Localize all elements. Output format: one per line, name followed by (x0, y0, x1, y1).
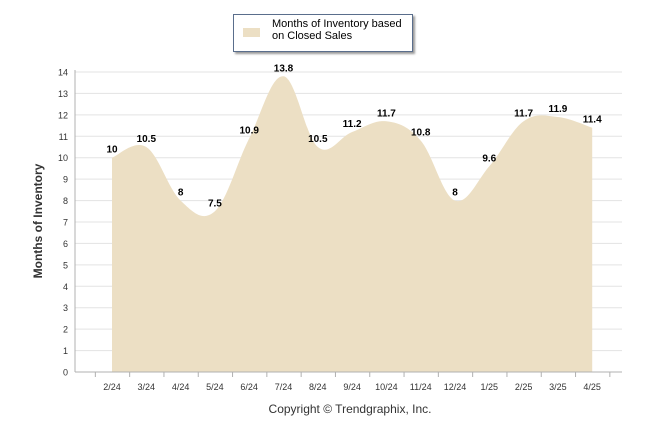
y-tick-label: 13 (58, 89, 68, 99)
copyright-credit: Copyright © Trendgraphix, Inc. (268, 402, 432, 416)
chart-legend: Months of Inventory based on Closed Sale… (233, 14, 413, 52)
y-tick-label: 2 (63, 325, 68, 335)
data-label: 9.6 (482, 153, 496, 164)
y-tick-label: 14 (58, 68, 68, 78)
x-tick-label: 8/24 (309, 382, 327, 392)
x-tick-label: 7/24 (275, 382, 293, 392)
x-tick-label: 10/24 (375, 382, 398, 392)
y-tick-label: 1 (63, 346, 68, 356)
x-tick-label: 9/24 (343, 382, 361, 392)
area-series (112, 76, 593, 372)
y-tick-label: 10 (58, 153, 68, 163)
data-label: 11.7 (514, 108, 533, 119)
x-tick-label: 2/24 (103, 382, 121, 392)
data-label: 11.2 (343, 119, 362, 130)
y-tick-label: 12 (58, 110, 68, 120)
data-label: 13.8 (274, 63, 294, 74)
data-label: 10.5 (137, 134, 157, 145)
y-tick-label: 0 (63, 368, 68, 378)
x-tick-label: 11/24 (410, 382, 432, 392)
data-label: 10.9 (239, 125, 259, 136)
data-label: 7.5 (208, 198, 222, 209)
y-tick-label: 7 (63, 218, 68, 228)
x-tick-label: 2/25 (515, 382, 533, 392)
data-label: 11.4 (583, 115, 602, 126)
x-tick-label: 12/24 (444, 382, 467, 392)
legend-label: Months of Inventory based on Closed Sale… (272, 18, 402, 42)
y-tick-label: 9 (63, 175, 68, 185)
x-tick-label: 5/24 (206, 382, 224, 392)
data-label: 8 (178, 188, 184, 199)
data-label: 11.7 (377, 108, 396, 119)
x-tick-label: 3/24 (138, 382, 156, 392)
y-tick-label: 8 (63, 196, 68, 206)
y-tick-label: 3 (63, 303, 68, 313)
y-tick-label: 4 (63, 282, 68, 292)
x-tick-label: 6/24 (240, 382, 258, 392)
x-tick-label: 4/24 (172, 382, 190, 392)
x-tick-label: 1/25 (481, 382, 499, 392)
y-tick-label: 5 (63, 260, 68, 270)
y-tick-label: 11 (59, 132, 68, 142)
x-tick-label: 3/25 (549, 382, 567, 392)
legend-swatch (243, 28, 260, 37)
data-label: 10 (106, 145, 118, 156)
y-tick-label: 6 (63, 239, 68, 249)
data-label: 10.5 (308, 134, 328, 145)
data-label: 11.9 (548, 104, 567, 115)
x-tick-label: 4/25 (583, 382, 601, 392)
data-label: 8 (452, 188, 458, 199)
y-axis-label: Months of Inventory (31, 163, 45, 279)
data-label: 10.8 (411, 128, 431, 139)
